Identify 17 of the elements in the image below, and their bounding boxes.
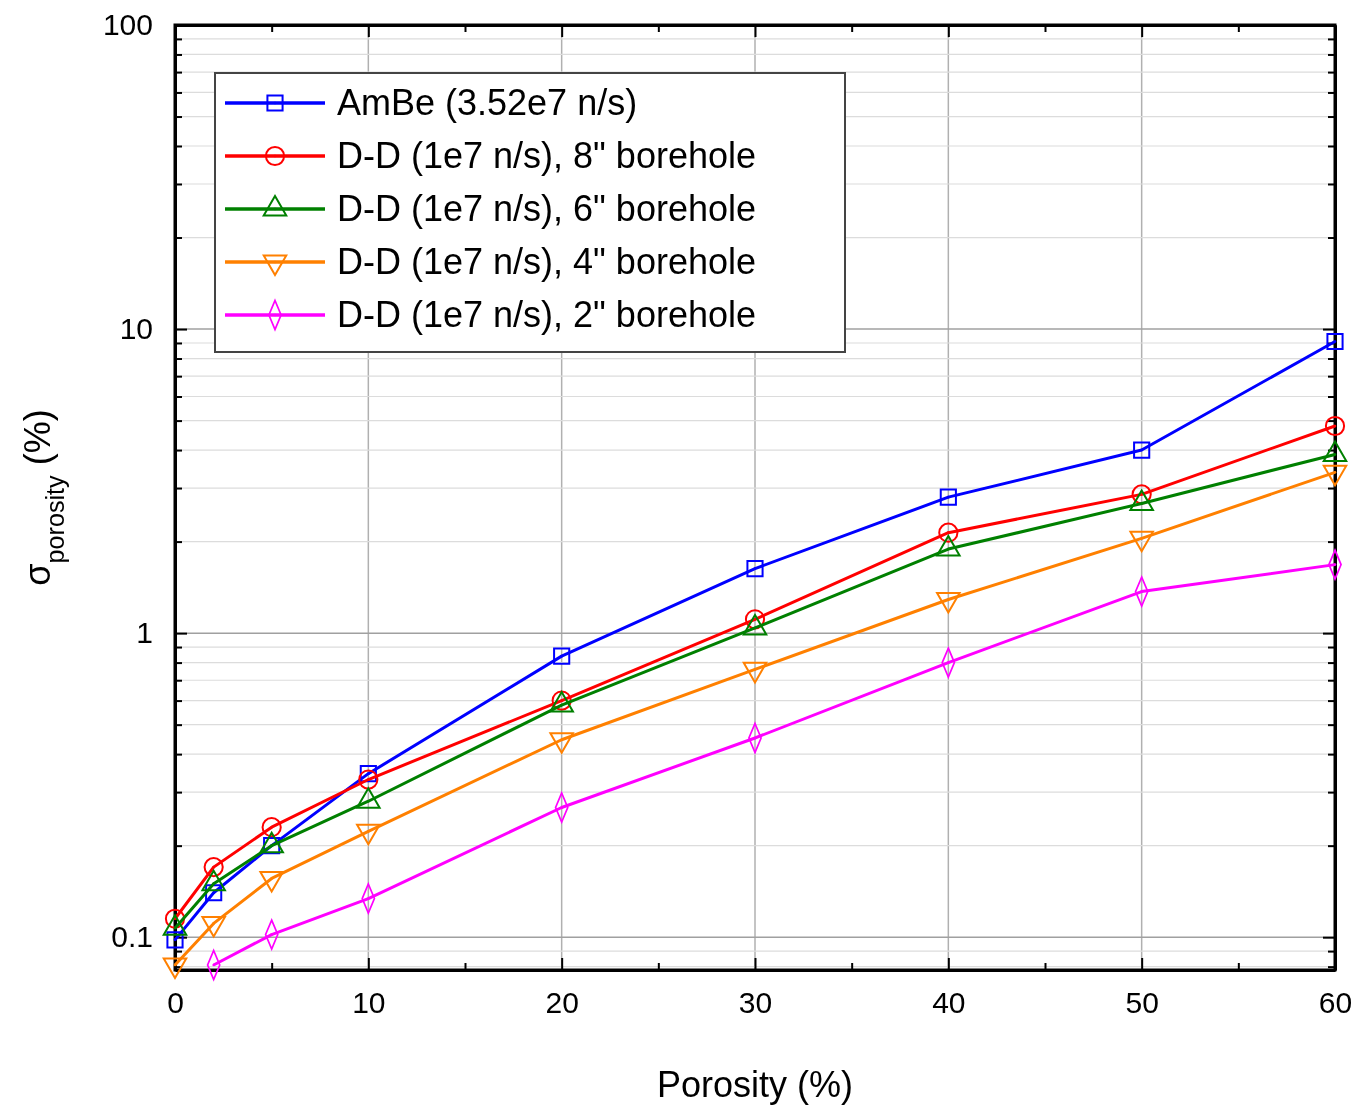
legend-label: D-D (1e7 n/s), 2" borehole	[337, 294, 756, 335]
y-tick-label: 100	[102, 8, 153, 42]
x-axis-title: Porosity (%)	[656, 1064, 854, 1105]
legend-label: D-D (1e7 n/s), 4" borehole	[337, 241, 756, 282]
x-tick-label: 0	[167, 986, 184, 1020]
x-tick-label: 10	[352, 986, 386, 1020]
legend-label: D-D (1e7 n/s), 6" borehole	[337, 188, 756, 229]
y-tick-label: 10	[119, 312, 153, 346]
y-tick-label: 1	[136, 616, 153, 650]
x-tick-label: 50	[1125, 986, 1159, 1020]
legend-label: D-D (1e7 n/s), 8" borehole	[337, 135, 756, 176]
x-tick-label: 60	[1318, 986, 1353, 1020]
legend-label: AmBe (3.52e7 n/s)	[337, 82, 638, 123]
x-tick-label: 20	[545, 986, 579, 1020]
y-tick-label: 0.1	[111, 920, 153, 954]
x-tick-label: 30	[738, 986, 773, 1020]
x-tick-label: 40	[932, 986, 966, 1020]
